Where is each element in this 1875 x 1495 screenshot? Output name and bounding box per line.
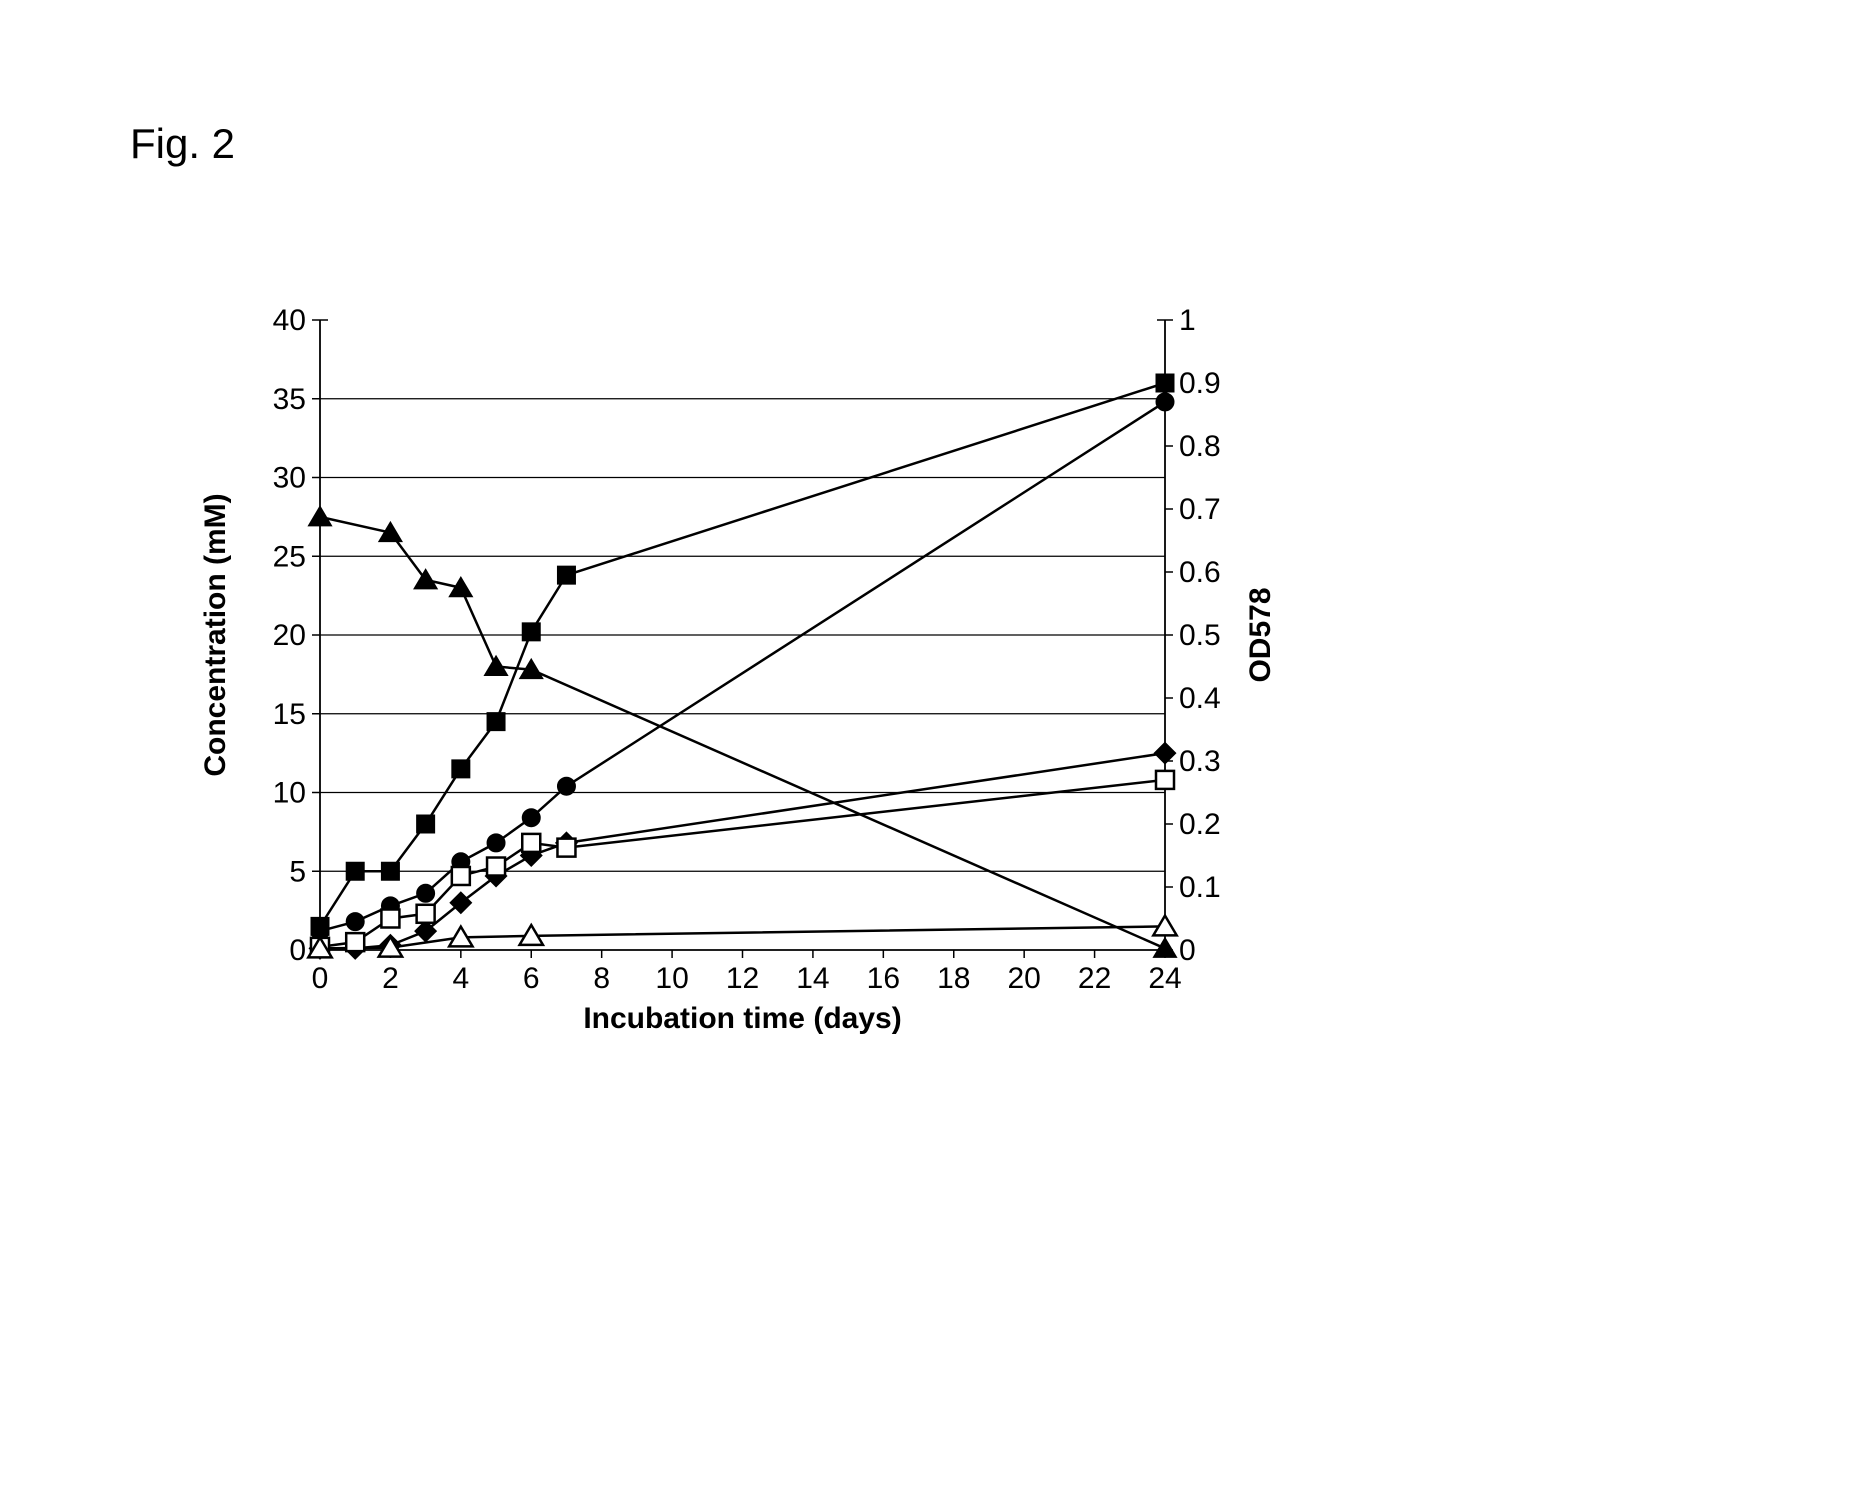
svg-text:8: 8 xyxy=(593,962,610,995)
chart-svg: 0 5 10 15 20 25 30 35 40 0 0.1 0.2 0.3 0.4 0.5 0.6 0.7 0.… xyxy=(160,300,1310,1130)
svg-text:10: 10 xyxy=(273,777,306,810)
svg-text:6: 6 xyxy=(523,962,540,995)
svg-text:18: 18 xyxy=(937,962,970,995)
svg-text:4: 4 xyxy=(452,962,469,995)
svg-text:15: 15 xyxy=(273,698,306,731)
svg-text:0.9: 0.9 xyxy=(1179,367,1221,400)
svg-text:5: 5 xyxy=(289,855,306,888)
svg-text:2: 2 xyxy=(382,962,399,995)
svg-text:10: 10 xyxy=(655,962,688,995)
svg-text:25: 25 xyxy=(273,540,306,573)
svg-text:40: 40 xyxy=(273,304,306,337)
svg-text:12: 12 xyxy=(726,962,759,995)
svg-text:0: 0 xyxy=(312,962,329,995)
svg-text:20: 20 xyxy=(1007,962,1040,995)
svg-text:0.1: 0.1 xyxy=(1179,871,1221,904)
page: Fig. 2 051015202530354000.10.20.30.40.50… xyxy=(0,0,1875,1495)
svg-text:0.3: 0.3 xyxy=(1179,745,1221,778)
svg-text:0: 0 xyxy=(289,934,306,967)
svg-text:14: 14 xyxy=(796,962,829,995)
svg-text:Concentration (mM): Concentration (mM) xyxy=(199,493,232,776)
svg-text:16: 16 xyxy=(867,962,900,995)
svg-text:24: 24 xyxy=(1148,962,1181,995)
svg-text:0.8: 0.8 xyxy=(1179,430,1221,463)
figure-label: Fig. 2 xyxy=(130,120,235,168)
svg-text:Incubation time (days): Incubation time (days) xyxy=(583,1002,901,1035)
svg-text:20: 20 xyxy=(273,619,306,652)
svg-text:22: 22 xyxy=(1078,962,1111,995)
svg-text:1: 1 xyxy=(1179,304,1196,337)
svg-text:0.5: 0.5 xyxy=(1179,619,1221,652)
svg-text:0.6: 0.6 xyxy=(1179,556,1221,589)
svg-text:OD578: OD578 xyxy=(1244,587,1277,682)
chart: 0 5 10 15 20 25 30 35 40 0 0.1 0.2 0.3 0.4 0.5 0.6 0.7 0.… xyxy=(160,300,1310,1130)
svg-text:0.2: 0.2 xyxy=(1179,808,1221,841)
svg-text:30: 30 xyxy=(273,462,306,495)
svg-text:35: 35 xyxy=(273,383,306,416)
svg-text:0.7: 0.7 xyxy=(1179,493,1221,526)
svg-text:0.4: 0.4 xyxy=(1179,682,1221,715)
